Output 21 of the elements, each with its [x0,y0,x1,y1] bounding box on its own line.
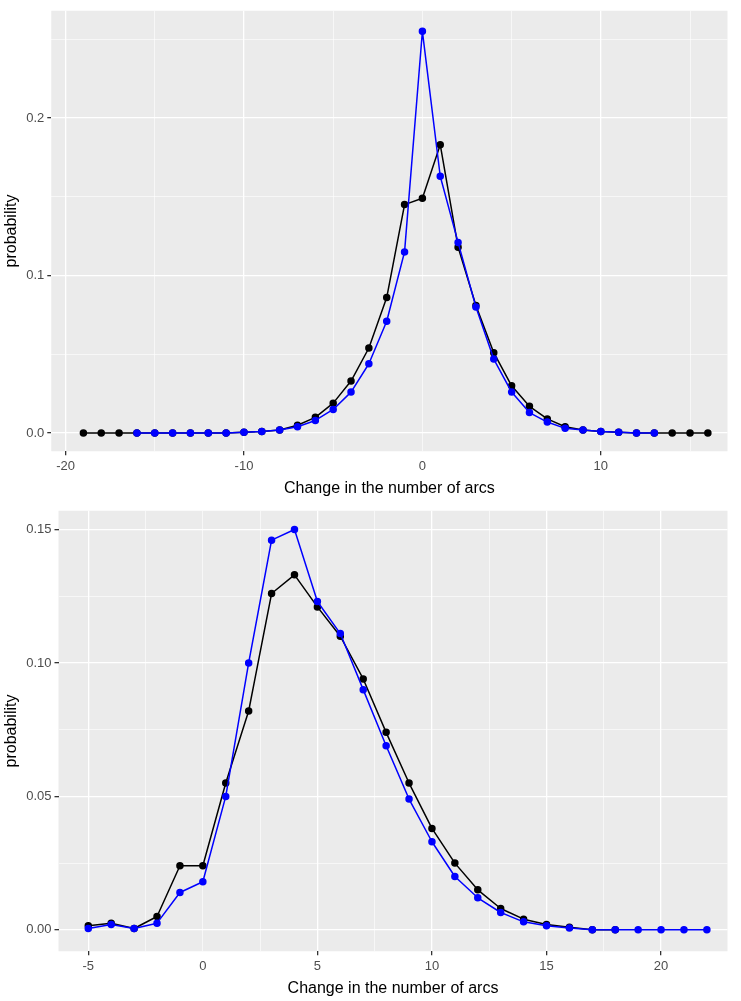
y-tick-label: 0.10 [26,654,52,670]
x-tick-label: 10 [593,457,609,473]
y-tick-label: 0.2 [26,109,45,125]
x-axis-title: Change in the number of arcs [287,978,499,996]
y-tick-label: 0.15 [26,521,52,537]
y-axis-title: probability [2,194,20,268]
y-tick-label: 0.1 [26,267,45,283]
x-tick-label: 0 [199,957,207,973]
x-tick-label: -5 [82,957,95,973]
x-tick-label: 15 [539,957,554,973]
x-tick-label: 5 [313,957,322,973]
y-tick-label: 0.0 [26,424,45,440]
x-tick-label: 0 [418,457,427,473]
x-axis-title: Change in the number of arcs [283,478,495,496]
y-tick-label: 0.00 [26,921,52,937]
y-tick-label: 0.05 [26,787,52,803]
y-axis-title: probability [2,694,20,768]
x-tick-label: -10 [234,457,254,473]
x-tick-label: 20 [653,957,669,973]
x-tick-label: -20 [56,457,75,473]
x-tick-label: 10 [424,957,440,973]
